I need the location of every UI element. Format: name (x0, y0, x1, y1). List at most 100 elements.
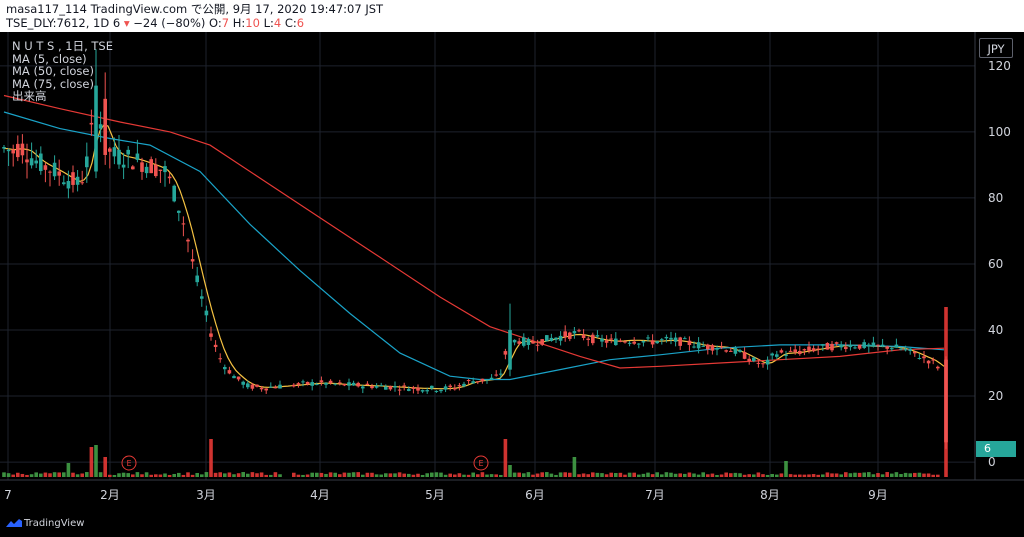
axes[interactable]: 0 20 40 60 80 100 120 7 2月 3月 4月 5月 6月 7月 8月 9月 (0, 32, 1024, 502)
candlesticks (2, 49, 948, 449)
volume-bar (894, 472, 899, 477)
volume-bar (255, 473, 259, 477)
candle-body (453, 388, 457, 390)
candle-body (604, 340, 609, 343)
tradingview-logo[interactable]: TradingView (6, 518, 84, 529)
volume-bar (701, 472, 705, 477)
candle-body (729, 350, 733, 352)
volume-bar (333, 472, 337, 477)
volume-bar (807, 474, 811, 477)
volume-bar (246, 473, 250, 477)
low-label: L: (263, 16, 274, 30)
candle-body (876, 344, 880, 346)
candle-body (351, 382, 356, 386)
candle-body (117, 149, 121, 165)
candle-body (821, 344, 825, 346)
candle-body (788, 350, 793, 352)
volume-bar (365, 472, 370, 477)
volume-bar (825, 472, 830, 477)
candle-body (338, 382, 342, 384)
x-tick-label: 5月 (425, 488, 445, 502)
volume-bar (788, 474, 793, 477)
candle-body (443, 386, 448, 390)
candle-body (733, 348, 738, 354)
legend-volume[interactable]: 出来高 (12, 89, 47, 103)
candle-body (292, 384, 296, 387)
candle-body (646, 337, 650, 339)
candle-body (660, 339, 664, 341)
legend-ma50[interactable]: MA (50, close) (12, 64, 94, 78)
candle-body (664, 336, 669, 339)
volume-bar (384, 473, 388, 477)
candle-body (568, 332, 572, 339)
volume-bar (581, 473, 586, 477)
volume-bar (213, 472, 218, 477)
volume-bar (135, 472, 140, 477)
high-label: H: (232, 16, 246, 30)
candle-body (108, 148, 112, 152)
volume-bar (577, 474, 581, 477)
candle-body (328, 380, 333, 384)
candle-body (908, 348, 912, 351)
candle-body (922, 356, 926, 359)
y-tick-label: 80 (988, 191, 1003, 205)
volume-bar (218, 472, 222, 477)
candle-body (512, 339, 517, 343)
candle-body (466, 380, 471, 382)
volume-bar (301, 474, 305, 477)
y-tick-label: 0 (988, 455, 996, 469)
volume-bar (756, 472, 761, 477)
volume-bar (57, 472, 61, 477)
candle-body (29, 158, 34, 166)
candle-body (347, 382, 351, 386)
candle-body (310, 382, 314, 386)
candle-body (149, 159, 153, 174)
volume-bar (190, 474, 195, 477)
candle-body (489, 377, 494, 380)
volume-bar (443, 474, 448, 477)
volume-bar (489, 474, 494, 477)
candle-body (89, 122, 94, 125)
legend-ma75[interactable]: MA (75, close) (12, 76, 94, 91)
volume-bar (227, 472, 232, 477)
volume-bar (52, 472, 57, 477)
volume-bar (899, 474, 903, 477)
candle-body (223, 367, 227, 370)
candle-body (880, 344, 885, 346)
candle-body (558, 335, 563, 341)
candle-body (623, 341, 627, 343)
volume-bar (747, 474, 751, 477)
volume-bar (457, 473, 462, 477)
volume-bar (250, 472, 255, 477)
grid (0, 32, 975, 480)
volume-bar (476, 474, 480, 477)
candle-body (227, 370, 232, 374)
moving-averages (3, 94, 945, 390)
currency-button[interactable]: JPY (979, 38, 1013, 58)
candle-body (62, 182, 66, 185)
volume-bar (890, 473, 894, 477)
volume-bar (448, 473, 452, 477)
volume-bar (80, 473, 84, 477)
candle-body (25, 159, 29, 163)
change-value: −24 (−80%) (133, 16, 206, 30)
volume-bar (43, 472, 48, 477)
volume-bar (20, 473, 25, 477)
legend-ma5[interactable]: MA (5, close) (12, 51, 87, 66)
volume-bar (181, 474, 186, 477)
volume-bar (761, 474, 765, 477)
candle-body (609, 338, 613, 340)
volume-bar (531, 474, 535, 477)
earnings-marker-label: E (478, 459, 483, 468)
candle-body (250, 384, 255, 389)
volume-bar (669, 472, 673, 477)
volume-bar (770, 473, 774, 477)
candle-body (756, 362, 761, 364)
x-tick-label: 7 (4, 488, 12, 502)
volume-bar (876, 473, 880, 477)
y-tick-label: 100 (988, 125, 1011, 139)
earnings-marker (121, 455, 137, 471)
